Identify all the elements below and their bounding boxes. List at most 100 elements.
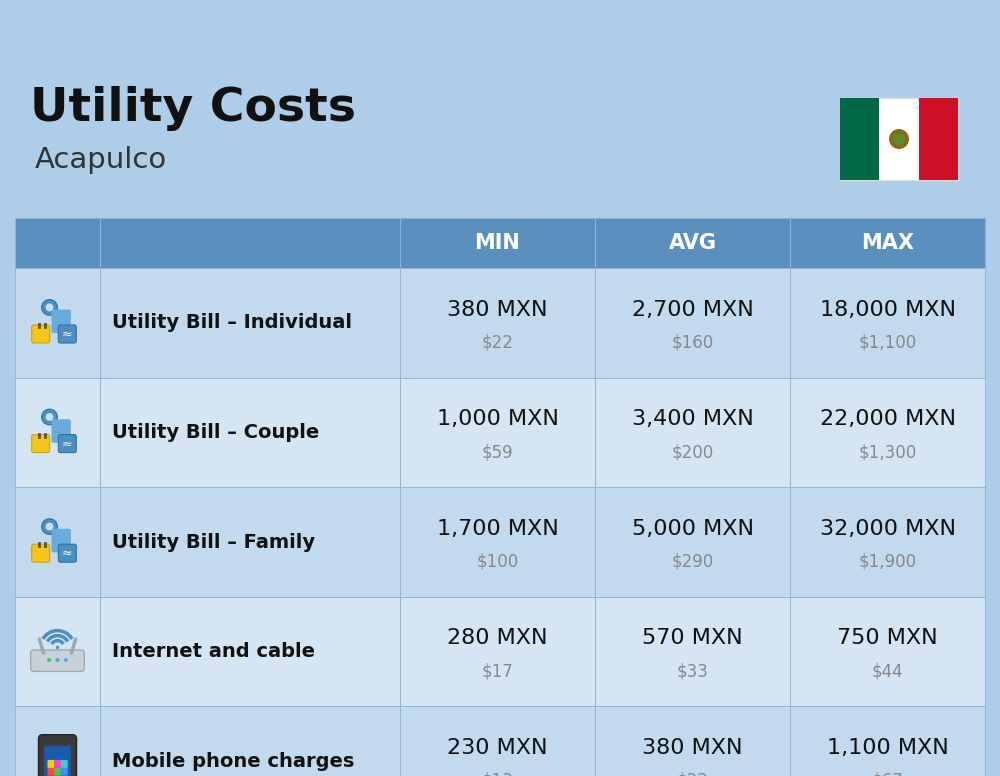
Bar (790, 268, 985, 378)
Text: Internet and cable: Internet and cable (112, 642, 315, 661)
Text: 32,000 MXN: 32,000 MXN (820, 519, 956, 539)
FancyBboxPatch shape (61, 760, 68, 768)
Circle shape (42, 409, 57, 424)
Text: $44: $44 (872, 663, 903, 681)
FancyBboxPatch shape (54, 760, 61, 768)
Text: Utility Bill – Individual: Utility Bill – Individual (112, 314, 352, 332)
Bar (595, 268, 790, 378)
Text: $100: $100 (476, 553, 519, 570)
Bar (400, 378, 595, 487)
FancyBboxPatch shape (38, 735, 76, 776)
Text: 230 MXN: 230 MXN (447, 738, 548, 758)
Bar (840, 98, 879, 180)
Text: 1,700 MXN: 1,700 MXN (437, 519, 558, 539)
Bar (790, 597, 985, 706)
Bar (400, 218, 595, 268)
Bar (400, 487, 595, 597)
Text: $22: $22 (677, 772, 708, 776)
Text: $290: $290 (671, 553, 714, 570)
Text: ≈: ≈ (62, 547, 73, 560)
Text: Acapulco: Acapulco (35, 146, 167, 174)
Bar (100, 487, 400, 597)
Bar (15, 706, 100, 776)
FancyBboxPatch shape (32, 435, 50, 452)
Text: $59: $59 (482, 443, 513, 461)
Text: Utility Bill – Family: Utility Bill – Family (112, 532, 315, 552)
FancyBboxPatch shape (32, 544, 50, 562)
FancyBboxPatch shape (44, 746, 71, 776)
Text: 1,000 MXN: 1,000 MXN (437, 409, 558, 429)
Text: 750 MXN: 750 MXN (837, 629, 938, 649)
Text: Utility Costs: Utility Costs (30, 86, 356, 131)
Text: MAX: MAX (861, 233, 914, 253)
Text: 1,100 MXN: 1,100 MXN (827, 738, 948, 758)
Bar (100, 597, 400, 706)
Bar (100, 218, 400, 268)
Bar (790, 487, 985, 597)
Bar (100, 378, 400, 487)
Circle shape (42, 519, 57, 535)
Text: 280 MXN: 280 MXN (447, 629, 548, 649)
FancyBboxPatch shape (52, 310, 71, 333)
Circle shape (46, 303, 53, 311)
Bar (790, 218, 985, 268)
FancyBboxPatch shape (54, 767, 61, 776)
Text: 570 MXN: 570 MXN (642, 629, 743, 649)
Bar (100, 268, 400, 378)
Text: $1,900: $1,900 (858, 553, 917, 570)
FancyBboxPatch shape (61, 767, 68, 776)
Text: Mobile phone charges: Mobile phone charges (112, 752, 354, 771)
Bar (400, 597, 595, 706)
Text: $33: $33 (677, 663, 708, 681)
Bar (595, 706, 790, 776)
Bar (790, 706, 985, 776)
Bar (400, 268, 595, 378)
Text: 3,400 MXN: 3,400 MXN (632, 409, 753, 429)
Text: 2,700 MXN: 2,700 MXN (632, 300, 753, 320)
Bar (400, 706, 595, 776)
Text: $17: $17 (482, 663, 513, 681)
Text: 18,000 MXN: 18,000 MXN (820, 300, 956, 320)
Text: MIN: MIN (475, 233, 520, 253)
Bar (790, 378, 985, 487)
FancyBboxPatch shape (58, 435, 76, 452)
Text: $200: $200 (671, 443, 714, 461)
Text: 380 MXN: 380 MXN (447, 300, 548, 320)
FancyBboxPatch shape (31, 650, 84, 671)
Bar (595, 218, 790, 268)
FancyBboxPatch shape (48, 760, 55, 768)
Text: 380 MXN: 380 MXN (642, 738, 743, 758)
Text: 5,000 MXN: 5,000 MXN (632, 519, 754, 539)
Bar (100, 706, 400, 776)
Circle shape (64, 658, 68, 662)
Text: ≈: ≈ (62, 328, 73, 341)
Circle shape (42, 300, 57, 315)
Bar (15, 487, 100, 597)
Bar (15, 218, 100, 268)
FancyBboxPatch shape (52, 419, 71, 443)
Bar (15, 597, 100, 706)
Text: $1,100: $1,100 (858, 334, 917, 352)
Circle shape (56, 658, 59, 662)
Text: $13: $13 (482, 772, 513, 776)
Circle shape (46, 413, 53, 421)
FancyBboxPatch shape (58, 544, 76, 562)
FancyBboxPatch shape (58, 325, 76, 343)
Bar (595, 597, 790, 706)
Text: ≈: ≈ (62, 438, 73, 451)
Circle shape (56, 646, 59, 649)
Circle shape (893, 133, 905, 145)
Circle shape (889, 129, 909, 149)
Circle shape (46, 523, 53, 531)
Bar (15, 378, 100, 487)
Text: $160: $160 (671, 334, 714, 352)
FancyBboxPatch shape (32, 325, 50, 343)
FancyBboxPatch shape (52, 528, 71, 553)
Bar (595, 487, 790, 597)
Text: $1,300: $1,300 (858, 443, 917, 461)
Text: AVG: AVG (668, 233, 716, 253)
Bar (15, 268, 100, 378)
Text: 22,000 MXN: 22,000 MXN (820, 409, 956, 429)
Text: $67: $67 (872, 772, 903, 776)
Bar (595, 378, 790, 487)
